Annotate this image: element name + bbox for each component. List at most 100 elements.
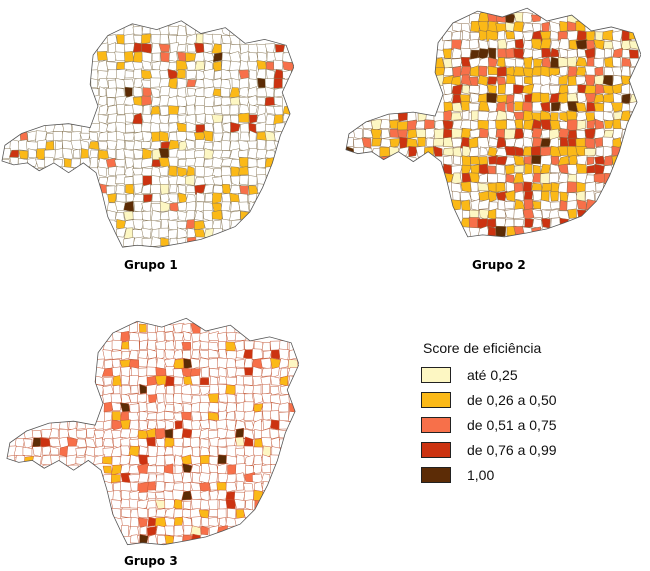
municipality-region	[129, 534, 139, 544]
municipality-region	[287, 359, 299, 369]
municipality-region	[88, 88, 99, 98]
municipality-region	[505, 110, 515, 120]
municipality-region	[460, 136, 471, 149]
municipality-region	[621, 93, 631, 104]
municipality-region	[629, 40, 641, 51]
municipality-region	[137, 507, 148, 519]
municipality-region	[245, 499, 254, 511]
municipality-region	[164, 403, 175, 412]
municipality-region	[138, 517, 148, 528]
municipality-region	[190, 437, 201, 449]
municipality-region	[159, 34, 170, 45]
municipality-region	[559, 65, 568, 77]
municipality-region	[575, 20, 586, 32]
municipality-region	[149, 121, 161, 134]
municipality-region	[550, 112, 559, 122]
municipality-region	[229, 210, 241, 222]
municipality-region	[586, 119, 596, 129]
municipality-region	[133, 86, 143, 98]
municipality-region	[513, 48, 525, 60]
municipality-region	[146, 491, 156, 500]
municipality-region	[35, 158, 46, 169]
municipality-region	[151, 159, 161, 168]
municipality-region	[273, 87, 286, 98]
municipality-region	[211, 209, 223, 221]
municipality-region	[513, 164, 525, 174]
municipality-region	[229, 132, 239, 143]
municipality-region	[142, 104, 151, 116]
municipality-region	[531, 127, 544, 139]
municipality-region	[155, 383, 167, 396]
municipality-region	[495, 101, 506, 113]
municipality-region	[540, 199, 552, 211]
municipality-region	[548, 172, 560, 184]
municipality-region	[183, 500, 192, 510]
municipality-region	[559, 112, 569, 123]
municipality-region	[150, 203, 162, 213]
municipality-region	[220, 150, 232, 159]
municipality-region	[451, 47, 463, 59]
municipality-region	[158, 227, 170, 239]
municipality-region	[236, 392, 246, 404]
municipality-region	[603, 101, 613, 113]
municipality-region	[151, 192, 161, 203]
municipality-region	[575, 76, 587, 86]
municipality-region	[160, 51, 171, 63]
municipality-region	[172, 445, 184, 458]
municipality-region	[146, 465, 158, 474]
municipality-region	[264, 166, 275, 177]
municipality-region	[595, 146, 604, 158]
municipality-region	[199, 438, 210, 449]
municipality-region	[129, 403, 140, 414]
municipality-region	[522, 67, 534, 78]
municipality-region	[495, 208, 506, 219]
municipality-region	[185, 121, 197, 133]
municipality-region	[270, 419, 280, 431]
municipality-region	[22, 446, 33, 457]
municipality-region	[236, 454, 245, 465]
municipality-region	[576, 199, 587, 210]
municipality-region	[557, 38, 570, 51]
state-outline	[345, 7, 641, 238]
municipality-region	[522, 101, 533, 112]
municipality-region	[533, 164, 541, 174]
municipality-region	[124, 104, 135, 116]
municipality-region	[531, 66, 543, 77]
municipality-region	[262, 410, 272, 422]
municipality-region	[156, 393, 165, 404]
municipality-region	[261, 383, 271, 395]
municipality-region	[111, 411, 122, 421]
municipality-region	[123, 148, 135, 159]
municipality-region	[513, 154, 525, 166]
municipality-region	[549, 145, 562, 158]
municipality-region	[151, 131, 161, 143]
municipality-region	[191, 349, 200, 359]
municipality-region	[629, 94, 641, 103]
municipality-region	[195, 139, 206, 150]
municipality-region	[75, 456, 87, 466]
municipality-region	[460, 119, 472, 130]
municipality-region	[602, 93, 615, 104]
municipality-region	[261, 367, 273, 377]
municipality-region	[240, 122, 250, 134]
municipality-region	[137, 438, 148, 448]
municipality-region	[540, 65, 550, 78]
municipality-region	[168, 105, 180, 116]
municipality-region	[261, 342, 271, 352]
municipality-region	[97, 70, 109, 80]
municipality-region	[522, 12, 534, 24]
municipality-region	[469, 128, 481, 138]
municipality-region	[23, 427, 34, 439]
municipality-region	[522, 208, 535, 220]
municipality-region	[620, 40, 632, 51]
municipality-region	[220, 87, 231, 97]
municipality-region	[549, 85, 560, 95]
municipality-region	[247, 158, 258, 168]
municipality-region	[95, 375, 105, 386]
municipality-region	[380, 155, 391, 166]
municipality-region	[201, 366, 210, 378]
municipality-region	[138, 420, 148, 432]
municipality-region	[139, 383, 148, 395]
municipality-region	[621, 75, 633, 85]
municipality-region	[194, 96, 206, 107]
